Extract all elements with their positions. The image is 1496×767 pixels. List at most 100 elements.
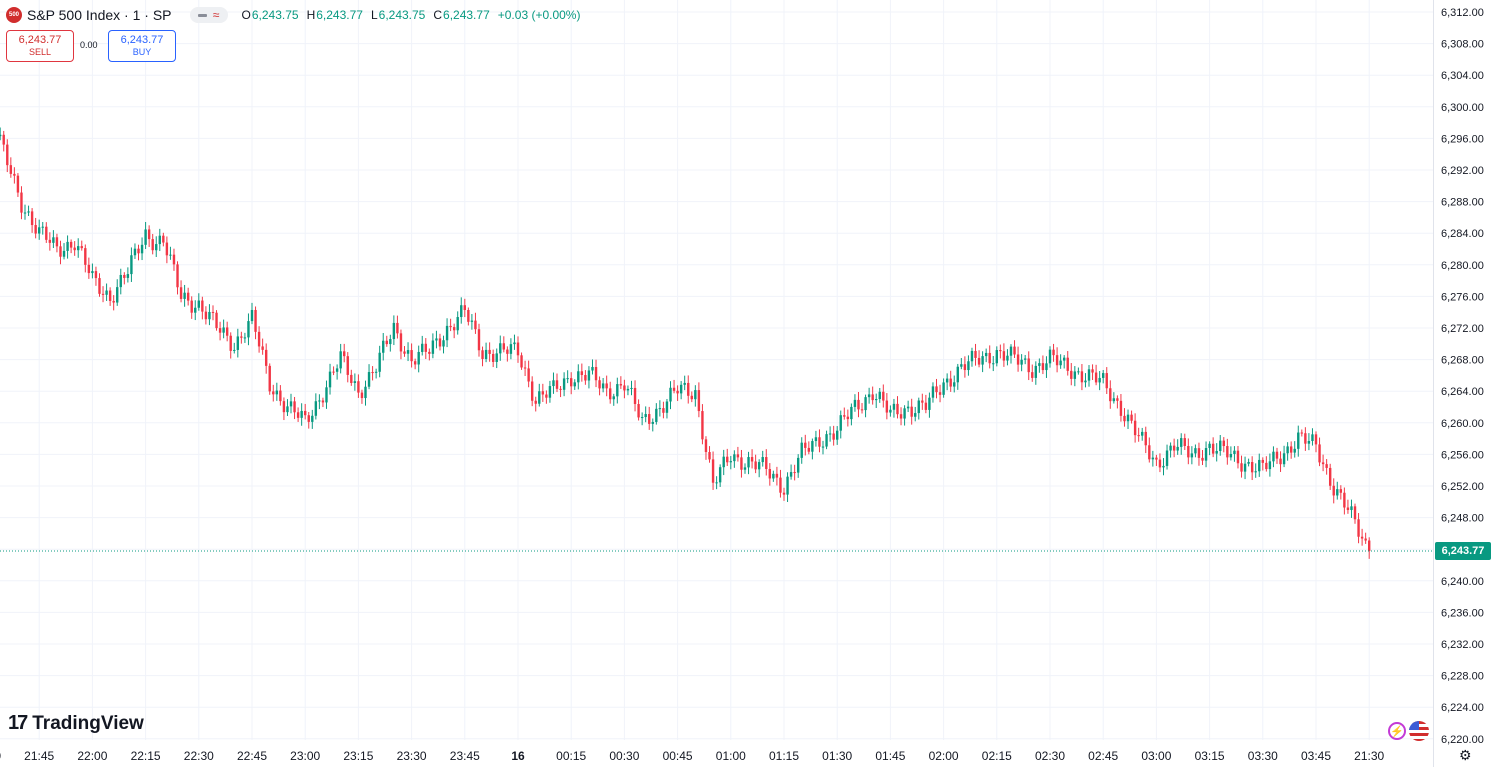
candle-body xyxy=(953,382,956,387)
candle-body xyxy=(963,364,967,371)
candle-body xyxy=(264,349,268,366)
candle-body xyxy=(286,406,289,413)
candle-body xyxy=(1084,380,1087,383)
candle-body xyxy=(233,349,236,351)
candle-body xyxy=(1346,507,1350,511)
candle-body xyxy=(94,271,98,279)
y-tick-label: 6,260.00 xyxy=(1441,418,1484,430)
candle-body xyxy=(672,387,676,391)
candle-body xyxy=(956,366,959,383)
candle-body xyxy=(616,384,619,397)
candle-body xyxy=(562,378,566,390)
candle-body xyxy=(1350,506,1353,511)
candle-body xyxy=(201,300,204,312)
candle-body xyxy=(729,461,732,463)
x-tick-label: 02:45 xyxy=(1088,749,1118,763)
candle-body xyxy=(804,442,807,448)
candle-body xyxy=(147,229,151,240)
candle-body xyxy=(396,322,399,334)
tradingview-logo-icon: 17 xyxy=(8,712,28,734)
candle-body xyxy=(119,274,122,288)
x-tick-label: 22:00 xyxy=(77,749,107,763)
candle-body xyxy=(1151,457,1155,460)
candle-body xyxy=(23,212,27,214)
x-tick-label: 03:15 xyxy=(1195,749,1225,763)
buy-button[interactable]: 6,243.77 BUY xyxy=(108,30,176,62)
candle-body xyxy=(523,367,527,369)
candle-body xyxy=(566,378,569,380)
candle-body xyxy=(1339,489,1343,493)
candle-body xyxy=(126,274,130,278)
buy-label: BUY xyxy=(132,47,152,57)
candle-body xyxy=(694,390,697,400)
candle-body xyxy=(768,469,772,479)
candle-body xyxy=(2,134,5,145)
candle-body xyxy=(577,371,580,383)
candle-body xyxy=(690,395,693,400)
candle-body xyxy=(55,237,59,247)
candle-body xyxy=(864,397,867,411)
candle-body xyxy=(123,274,126,278)
candle-body xyxy=(307,415,310,422)
candle-body xyxy=(186,292,190,301)
candle-body xyxy=(981,356,984,365)
y-tick-label: 6,236.00 xyxy=(1441,607,1484,619)
candle-body xyxy=(743,467,747,470)
candle-body xyxy=(754,461,757,470)
candle-body xyxy=(669,387,672,402)
candle-body xyxy=(626,388,630,391)
candle-body xyxy=(30,211,34,226)
candle-body xyxy=(1247,462,1250,464)
x-tick-label: 01:45 xyxy=(875,749,905,763)
candle-body xyxy=(527,368,530,382)
candle-body xyxy=(860,409,864,411)
candle-body xyxy=(268,365,271,392)
candle-body xyxy=(1020,359,1023,365)
candle-body xyxy=(1240,463,1243,472)
candle-body xyxy=(254,309,257,332)
candle-body xyxy=(116,287,119,303)
us-flag-icon[interactable] xyxy=(1409,721,1429,741)
x-tick-label: 02:00 xyxy=(929,749,959,763)
candle-body xyxy=(179,287,183,299)
candle-body xyxy=(1038,363,1041,366)
candle-body xyxy=(48,239,52,243)
candle-body xyxy=(885,400,889,413)
candle-body xyxy=(1336,489,1339,496)
candle-body xyxy=(225,327,229,336)
x-tick-label: 03:45 xyxy=(1301,749,1331,763)
brand-name: TradingView xyxy=(32,712,144,734)
candle-body xyxy=(630,387,633,389)
candle-body xyxy=(360,392,364,399)
candle-body xyxy=(1300,432,1304,434)
gear-icon[interactable]: ⚙ xyxy=(1459,747,1472,763)
open-value: 6,243.75 xyxy=(251,8,299,22)
tradingview-logo[interactable]: 17 TradingView xyxy=(8,712,144,735)
visibility-toggle[interactable]: ≈ xyxy=(189,7,228,23)
flash-icon[interactable]: ⚡ xyxy=(1388,722,1406,740)
candle-body xyxy=(1137,435,1140,437)
candle-body xyxy=(1034,365,1038,378)
candle-body xyxy=(914,413,917,417)
candle-body xyxy=(1087,369,1091,381)
x-tick-label: 01:15 xyxy=(769,749,799,763)
candle-body xyxy=(257,331,261,347)
candle-body xyxy=(832,433,835,440)
sell-button[interactable]: 6,243.77 SELL xyxy=(6,30,74,62)
candle-body xyxy=(236,336,240,350)
candle-body xyxy=(218,328,222,333)
candle-body xyxy=(1268,461,1272,470)
candle-body xyxy=(293,401,296,413)
candle-body xyxy=(311,415,314,422)
candle-body xyxy=(637,404,640,418)
candle-body xyxy=(598,380,601,389)
symbol-title[interactable]: S&P 500 Index · 1 · SP xyxy=(27,7,172,23)
candle-body xyxy=(1105,373,1108,389)
candle-body xyxy=(1183,438,1186,447)
chart-legend: 500 S&P 500 Index · 1 · SP ≈ O6,243.75 H… xyxy=(6,5,580,25)
candle-body xyxy=(846,416,850,420)
candle-body xyxy=(1229,453,1233,458)
y-tick-label: 6,264.00 xyxy=(1441,386,1484,398)
candle-body xyxy=(130,255,133,275)
